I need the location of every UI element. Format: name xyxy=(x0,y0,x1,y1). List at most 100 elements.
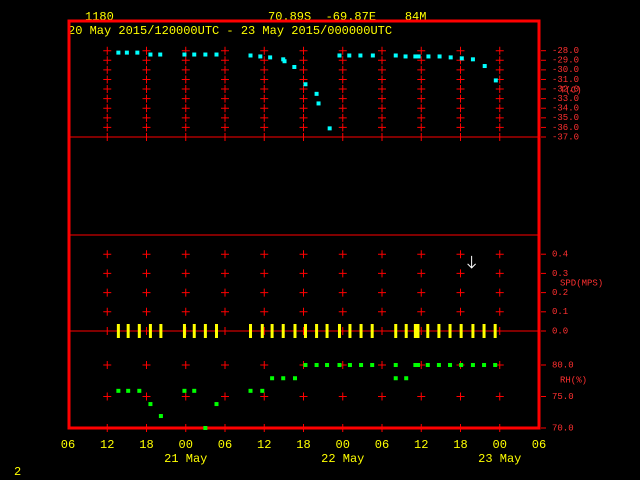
grid-cross xyxy=(142,424,151,432)
grid-cross xyxy=(417,392,426,401)
grid-cross xyxy=(260,424,269,432)
grid-cross xyxy=(338,94,347,103)
grid-cross xyxy=(260,75,269,84)
grid-cross xyxy=(260,123,269,132)
grid-cross xyxy=(417,94,426,103)
grid-cross xyxy=(378,94,386,103)
data-point xyxy=(182,52,187,57)
grid-cross xyxy=(142,250,151,259)
data-point xyxy=(493,78,498,83)
calm-bar xyxy=(260,324,264,338)
grid-cross xyxy=(299,269,308,278)
grid-cross xyxy=(142,307,151,316)
grid-cross xyxy=(221,361,229,370)
grid-cross xyxy=(338,133,347,141)
data-point xyxy=(470,363,475,368)
grid-cross xyxy=(221,65,229,74)
grid-cross xyxy=(103,104,112,113)
grid-cross xyxy=(103,250,112,259)
grid-cross xyxy=(299,46,308,55)
grid-cross xyxy=(181,361,190,370)
data-point xyxy=(303,363,308,368)
data-point xyxy=(116,50,121,55)
data-point xyxy=(393,363,398,368)
calm-bar xyxy=(325,324,329,338)
grid-cross xyxy=(378,46,386,55)
y-tick-label: 70.0 xyxy=(552,423,574,433)
grid-cross xyxy=(338,392,347,401)
grid-cross xyxy=(103,123,112,132)
grid-cross xyxy=(417,250,426,259)
data-point xyxy=(437,54,442,59)
grid-cross xyxy=(378,288,386,297)
calm-bar xyxy=(303,324,307,338)
grid-cross xyxy=(142,94,151,103)
grid-cross xyxy=(260,307,269,316)
grid-cross xyxy=(456,85,465,94)
calm-bar xyxy=(203,324,207,338)
calm-bar xyxy=(413,324,417,338)
grid-cross xyxy=(417,104,426,113)
data-point xyxy=(314,363,319,368)
data-point xyxy=(337,363,342,368)
x-tick-label: 12 xyxy=(414,438,428,452)
grid-cross xyxy=(221,85,229,94)
grid-cross xyxy=(495,424,504,432)
grid-cross xyxy=(103,327,112,335)
y-tick-label: -34.0 xyxy=(552,104,579,114)
data-point xyxy=(214,52,219,57)
data-point xyxy=(436,363,441,368)
data-point xyxy=(327,126,332,131)
grid-cross xyxy=(260,104,269,113)
data-point xyxy=(158,414,163,419)
grid-cross xyxy=(299,65,308,74)
data-point xyxy=(248,388,253,393)
grid-cross xyxy=(299,288,308,297)
grid-cross xyxy=(103,361,112,370)
grid-cross xyxy=(456,123,465,132)
grid-cross xyxy=(299,424,308,432)
grid-cross xyxy=(495,288,504,297)
grid-cross xyxy=(181,94,190,103)
data-point xyxy=(116,388,121,393)
grid-cross xyxy=(299,250,308,259)
grid-cross xyxy=(378,361,386,370)
grid-cross xyxy=(495,46,504,55)
grid-cross xyxy=(181,133,190,141)
grid-cross xyxy=(495,85,504,94)
data-point xyxy=(493,363,498,368)
grid-cross xyxy=(299,56,308,65)
grid-cross xyxy=(378,133,386,141)
grid-cross xyxy=(495,327,504,335)
date-label: 21 May xyxy=(164,452,207,466)
x-tick-label: 00 xyxy=(179,438,193,452)
grid-cross xyxy=(378,123,386,132)
grid-cross xyxy=(456,307,465,316)
y-tick-label: 0.2 xyxy=(552,288,568,298)
data-point xyxy=(148,402,153,407)
period: 20 May 2015/120000UTC - 23 May 2015/0000… xyxy=(68,24,392,38)
calm-bar xyxy=(192,324,196,338)
x-tick-label: 00 xyxy=(336,438,350,452)
y-tick-label: 0.0 xyxy=(552,326,568,336)
grid-cross xyxy=(299,123,308,132)
grid-cross xyxy=(456,94,465,103)
grid-cross xyxy=(378,113,386,122)
grid-cross xyxy=(495,56,504,65)
calm-bar xyxy=(148,324,152,338)
data-point xyxy=(192,52,197,57)
data-point xyxy=(393,376,398,381)
grid-cross xyxy=(378,104,386,113)
x-tick-label: 00 xyxy=(493,438,507,452)
grid-cross xyxy=(142,113,151,122)
grid-cross xyxy=(142,75,151,84)
grid-cross xyxy=(181,288,190,297)
calm-bar xyxy=(337,324,341,338)
data-point xyxy=(258,54,263,59)
calm-bar xyxy=(348,324,352,338)
grid-cross xyxy=(260,46,269,55)
grid-cross xyxy=(181,269,190,278)
